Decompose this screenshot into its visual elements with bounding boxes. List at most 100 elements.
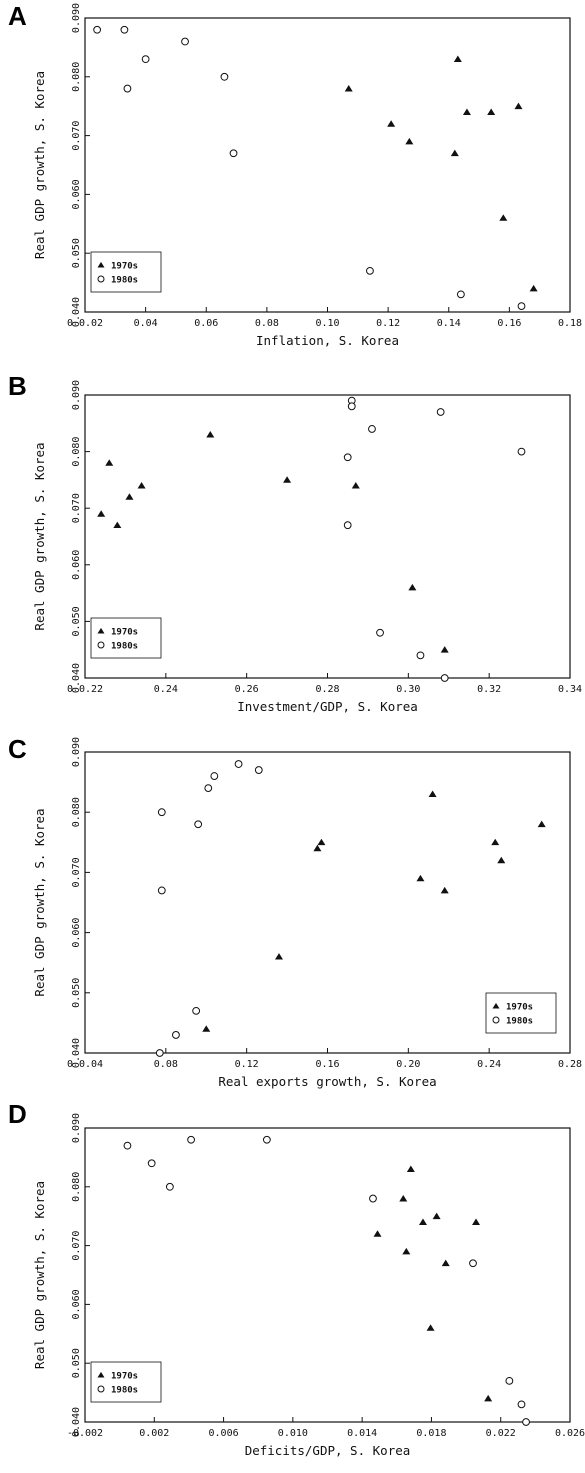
y-axis-label: Real GDP growth, S. Korea [32, 808, 47, 996]
data-point-1980s [517, 447, 526, 456]
legend-label-1980s: 1980s [506, 1017, 533, 1027]
y-tick-label: 0.090 [71, 3, 82, 33]
y-tick-label: 0.060 [71, 1289, 82, 1319]
y-axis-label: Real GDP growth, S. Korea [32, 442, 47, 630]
data-point-1970s [373, 1230, 382, 1237]
x-tick-label: 0.08 [154, 1059, 178, 1070]
y-tick-label: 0.070 [71, 857, 82, 887]
data-point-1980s [187, 1135, 195, 1144]
panel-d: D -0.002 0.002 0.006 0.010 0.014 0.018 0.022 0.0… [0, 1095, 585, 1473]
data-point-1970s [137, 481, 146, 489]
y-tick-label: 0.080 [71, 1172, 82, 1202]
scatter-chart-c: C 0 0.04 0.08 0.12 0.16 0.20 0.24 0.28 0.040 0.05… [8, 734, 582, 1089]
panel-a: A 0 0.02 0.04 0.06 0.08 0.10 0.12 0.14 0.16 0.18 0… [0, 0, 585, 365]
data-point-1980s [234, 760, 243, 768]
panel-label: B [8, 371, 27, 401]
data-point-1970s [440, 646, 449, 653]
legend-label-1970s: 1970s [111, 628, 138, 638]
x-axis-label: Real exports growth, S. Korea [218, 1074, 436, 1089]
x-tick-label: 0.08 [255, 318, 279, 329]
data-point-1970s [426, 1324, 435, 1331]
legend-label-1970s: 1970s [111, 262, 138, 272]
data-point-1970s [317, 838, 326, 846]
data-point-1970s [313, 844, 322, 852]
x-tick-label: 0 0.22 [67, 684, 103, 695]
data-point-1970s [406, 1165, 415, 1173]
data-point-1970s [537, 820, 546, 828]
data-point-1980s [440, 674, 449, 682]
y-tick-label: 0.050 [71, 238, 82, 268]
data-point-1970s [408, 583, 417, 591]
y-tick-label: 0.040 [71, 663, 82, 693]
y-tick-label: 0.090 [71, 380, 82, 410]
data-point-1970s [206, 431, 215, 438]
x-tick-label: 0.30 [396, 684, 420, 695]
legend-label-1980s: 1980s [111, 1386, 138, 1396]
data-point-1970s [484, 1394, 493, 1402]
data-point-1980s [416, 651, 425, 660]
x-tick-label: 0.022 [486, 1428, 516, 1439]
y-tick-label: 0.070 [71, 493, 82, 523]
y-tick-label: 0.040 [71, 1038, 82, 1068]
legend-box [90, 251, 162, 293]
panel-label: D [8, 1099, 27, 1129]
legend-box [90, 617, 162, 659]
data-point-1980s [120, 25, 129, 34]
data-point-1980s [368, 425, 376, 433]
data-point-1970s [432, 1212, 441, 1220]
data-point-1970s [514, 102, 523, 110]
y-tick-label: 0.040 [71, 1407, 82, 1437]
data-point-1980s [347, 402, 356, 411]
panel-c: C 0 0.04 0.08 0.12 0.16 0.20 0.24 0.28 0.040 0.05… [0, 730, 585, 1095]
plot-frame [84, 1127, 571, 1423]
x-tick-label: 0.002 [139, 1428, 169, 1439]
x-tick-label: 0.20 [396, 1059, 420, 1070]
x-tick-label: 0.16 [497, 318, 521, 329]
y-tick-label: 0.050 [71, 1348, 82, 1378]
data-point-1980s [165, 1182, 174, 1191]
legend-label-1970s: 1970s [506, 1003, 533, 1013]
data-point-1980s [517, 302, 526, 311]
legend-label-1980s: 1980s [111, 642, 138, 652]
data-point-1980s [262, 1135, 271, 1144]
data-point-1980s [229, 149, 238, 158]
data-point-1970s [202, 1025, 211, 1032]
x-tick-label: 0.006 [209, 1428, 239, 1439]
data-point-1970s [453, 55, 462, 63]
data-point-1970s [351, 481, 360, 489]
x-tick-label: 0.14 [437, 318, 461, 329]
legend-label-1970s: 1970s [111, 1372, 138, 1382]
data-point-1980s [254, 766, 263, 774]
data-point-1980s [210, 772, 219, 780]
scatter-chart-a: A 0 0.02 0.04 0.06 0.08 0.10 0.12 0.14 0.16 0.18 0… [8, 1, 582, 348]
scatter-chart-b: B 0 0.22 0.24 0.26 0.28 0.30 0.32 0.34 0.040 0.05… [8, 371, 582, 714]
legend-marker-1980s [97, 1385, 105, 1393]
x-tick-label: -0.002 [67, 1428, 103, 1439]
data-point-1970s [283, 476, 292, 483]
x-tick-label: 0.24 [154, 684, 178, 695]
x-axis-label: Deficits/GDP, S. Korea [245, 1443, 411, 1458]
x-tick-label: 0.12 [376, 318, 400, 329]
y-tick-label: 0.080 [71, 62, 82, 92]
x-axis-label: Investment/GDP, S. Korea [237, 699, 418, 714]
legend-marker-1980s [97, 275, 105, 283]
x-axis-label: Inflation, S. Korea [256, 333, 399, 348]
data-point-1980s [343, 453, 352, 462]
data-point-1980s [456, 290, 465, 299]
data-point-1970s [344, 84, 353, 92]
data-point-1980s [369, 1194, 377, 1203]
x-tick-label: 0.28 [558, 1059, 582, 1070]
legend-box [485, 992, 557, 1034]
data-point-1980s [376, 628, 384, 637]
data-point-1980s [436, 408, 445, 416]
x-tick-label: 0.32 [477, 684, 501, 695]
data-point-1970s [491, 838, 500, 846]
x-tick-label: 0.16 [315, 1059, 339, 1070]
data-point-1970s [97, 510, 106, 517]
data-point-1980s [155, 1049, 164, 1057]
x-tick-label: 0.12 [235, 1059, 259, 1070]
data-point-1980s [522, 1418, 530, 1426]
data-point-1970s [418, 1218, 427, 1225]
y-tick-label: 0.060 [71, 550, 82, 580]
data-point-1980s [204, 784, 213, 793]
